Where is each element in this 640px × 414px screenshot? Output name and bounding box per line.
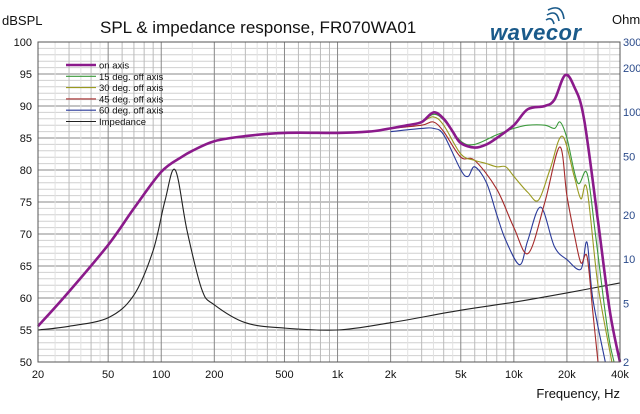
series-line-45-deg-off-axis (390, 121, 599, 363)
y-tick-label: 90 (20, 101, 32, 113)
y2-tick-label: 2 (623, 357, 629, 369)
y-tick-label: 70 (20, 229, 32, 241)
series-line-60-deg-off-axis (390, 127, 606, 363)
y2-axis-label: Ohm (612, 12, 640, 27)
y-tick-label: 95 (20, 69, 32, 81)
x-axis-label: Frequency, Hz (536, 386, 620, 401)
x-tick-label: 20k (558, 369, 576, 381)
legend-label: 30 deg. off axis (99, 83, 164, 94)
y-tick-label: 75 (20, 197, 32, 209)
x-tick-label: 200 (205, 369, 223, 381)
x-tick-label: 100 (152, 369, 170, 381)
y2-tick-label: 10 (623, 254, 635, 266)
series-line-30-deg-off-axis (407, 116, 613, 363)
y2-tick-label: 300 (623, 37, 640, 49)
y-axis-label: dBSPL (2, 13, 42, 28)
legend-label: 45 deg. off axis (99, 94, 164, 105)
series-line-on-axis (37, 73, 622, 363)
y-tick-label: 60 (20, 293, 32, 305)
series-lines (37, 73, 622, 363)
x-tick-label: 40k (611, 369, 629, 381)
wavecor-logo: wavecor (490, 7, 582, 45)
y-tick-label: 50 (20, 357, 32, 369)
legend-label: on axis (99, 61, 129, 72)
legend-label: 15 deg. off axis (99, 72, 164, 83)
chart-title: SPL & impedance response, FR070WA01 (100, 18, 416, 37)
y2-tick-label: 50 (623, 151, 635, 163)
x-tick-label: 500 (275, 369, 293, 381)
ticks: 20 50 100 200 500 1k 2k 5k 10k 20k 40k100959085807… (14, 37, 640, 381)
y2-tick-label: 100 (623, 107, 640, 119)
series-line-impedance (37, 168, 621, 331)
x-tick-label: 5k (455, 369, 467, 381)
y-tick-label: 55 (20, 325, 32, 337)
x-tick-label: 1k (332, 369, 344, 381)
legend-label: Impedance (99, 117, 146, 128)
x-tick-label: 50 (102, 369, 114, 381)
y-tick-label: 85 (20, 133, 32, 145)
legend-label: 60 deg. off axis (99, 106, 164, 117)
svg-text:wavecor: wavecor (490, 20, 582, 45)
y-tick-label: 65 (20, 261, 32, 273)
y2-tick-label: 20 (623, 210, 635, 222)
y2-tick-label: 200 (623, 63, 640, 75)
x-tick-label: 10k (505, 369, 523, 381)
plot-frame (37, 41, 621, 363)
x-tick-label: 20 (32, 369, 44, 381)
y-tick-label: 100 (14, 37, 32, 49)
x-tick-label: 2k (385, 369, 397, 381)
y-tick-label: 80 (20, 165, 32, 177)
y2-tick-label: 5 (623, 298, 629, 310)
